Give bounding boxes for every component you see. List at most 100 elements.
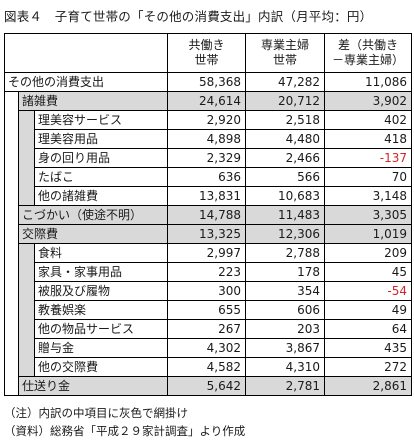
indent-cell: [18, 319, 35, 339]
table-row: 身の回り用品 2,329 2,466 -137: [4, 148, 413, 168]
value-dual-income: 2,329: [167, 148, 247, 168]
indent-cell: [18, 186, 35, 206]
value-dual-income: 58,368: [167, 72, 247, 92]
value-dual-income: 636: [167, 167, 247, 187]
row-label-category: こづかい（使途不明）: [17, 205, 169, 225]
value-housewife: 2,518: [245, 110, 326, 130]
indent-cell: [4, 262, 19, 282]
value-housewife: 4,310: [245, 357, 326, 377]
indent-cell: [18, 281, 35, 301]
indent-cell: [4, 186, 19, 206]
footnotes: （注）内訳の中項目に灰色で網掛け （資料）総務省「平成２９家計調査」より作成: [4, 404, 245, 440]
row-label-item: 他の諸雑費: [33, 186, 169, 206]
value-housewife: 203: [245, 319, 326, 339]
value-dual-income: 223: [167, 262, 247, 282]
table-header-row: 共働き 世帯 専業主婦 世帯 差（共働き －専業主婦）: [3, 33, 413, 73]
table-row: 他の交際費 4,582 4,310 272: [4, 357, 413, 377]
value-dual-income: 24,614: [167, 91, 247, 111]
value-difference: 3,148: [324, 186, 413, 206]
value-dual-income: 5,642: [167, 376, 247, 396]
table-row: 理美容用品 4,898 4,480 418: [4, 129, 413, 149]
value-difference: 11,086: [324, 72, 413, 92]
value-difference: 3,902: [324, 91, 413, 111]
indent-cell: [4, 281, 19, 301]
value-dual-income: 267: [167, 319, 247, 339]
value-dual-income: 2,920: [167, 110, 247, 130]
indent-cell: [4, 224, 19, 244]
row-label-category: 諸雑費: [17, 91, 169, 111]
table-row: 他の諸雑費 13,831 10,683 3,148: [4, 186, 413, 206]
value-difference: 402: [324, 110, 413, 130]
value-housewife: 566: [245, 167, 326, 187]
row-label-item: 理美容サービス: [33, 110, 169, 130]
row-label-category: 交際費: [17, 224, 169, 244]
indent-cell: [4, 357, 19, 377]
table-row: 理美容サービス 2,920 2,518 402: [4, 110, 413, 130]
value-dual-income: 14,788: [167, 205, 247, 225]
value-housewife: 11,483: [245, 205, 326, 225]
indent-cell: [18, 357, 35, 377]
value-difference: -137: [324, 148, 413, 168]
row-label-item: 食料: [33, 243, 169, 263]
row-label-item: 贈与金: [33, 338, 169, 358]
indent-cell: [4, 205, 19, 225]
value-dual-income: 13,325: [167, 224, 247, 244]
row-label-category: 仕送り金: [17, 376, 169, 396]
indent-cell: [18, 129, 35, 149]
value-difference: 1,019: [324, 224, 413, 244]
indent-cell: [4, 148, 19, 168]
table-row: 仕送り金 5,642 2,781 2,861: [4, 376, 413, 396]
value-difference: -54: [324, 281, 413, 301]
row-label-item: 家具・家事用品: [33, 262, 169, 282]
row-label: その他の消費支出: [3, 72, 169, 92]
indent-cell: [18, 338, 35, 358]
value-housewife: 47,282: [245, 72, 326, 92]
value-housewife: 354: [245, 281, 326, 301]
value-difference: 418: [324, 129, 413, 149]
value-dual-income: 4,302: [167, 338, 247, 358]
indent-cell: [4, 338, 19, 358]
value-dual-income: 4,898: [167, 129, 247, 149]
indent-cell: [18, 110, 35, 130]
value-housewife: 2,781: [245, 376, 326, 396]
indent-cell: [4, 91, 19, 111]
value-dual-income: 655: [167, 300, 247, 320]
indent-cell: [4, 376, 19, 396]
table-row: 他の物品サービス 267 203 64: [4, 319, 413, 339]
indent-cell: [18, 167, 35, 187]
value-housewife: 3,867: [245, 338, 326, 358]
table-row: たばこ 636 566 70: [4, 167, 413, 187]
row-label-item: 身の回り用品: [33, 148, 169, 168]
value-housewife: 20,712: [245, 91, 326, 111]
row-label-item: 他の物品サービス: [33, 319, 169, 339]
note-text: （注）内訳の中項目に灰色で網掛け: [4, 406, 188, 420]
indent-cell: [4, 167, 19, 187]
expenditure-table: 共働き 世帯 専業主婦 世帯 差（共働き －専業主婦） その他の消費支出 58,368 4…: [3, 33, 413, 396]
header-blank-cell: [3, 33, 169, 73]
table-row: 諸雑費 24,614 20,712 3,902: [4, 91, 413, 111]
value-dual-income: 4,582: [167, 357, 247, 377]
indent-cell: [18, 148, 35, 168]
value-housewife: 178: [245, 262, 326, 282]
table-row: 教養娯楽 655 606 49: [4, 300, 413, 320]
value-housewife: 12,306: [245, 224, 326, 244]
source-text: （資料）総務省「平成２９家計調査」より作成: [4, 424, 246, 438]
row-label-item: たばこ: [33, 167, 169, 187]
value-housewife: 10,683: [245, 186, 326, 206]
indent-cell: [4, 129, 19, 149]
row-label-item: 教養娯楽: [33, 300, 169, 320]
value-difference: 272: [324, 357, 413, 377]
header-difference: 差（共働き －専業主婦）: [324, 33, 413, 73]
indent-cell: [18, 300, 35, 320]
row-label-item: 理美容用品: [33, 129, 169, 149]
value-difference: 2,861: [324, 376, 413, 396]
table-row: 交際費 13,325 12,306 1,019: [4, 224, 413, 244]
value-dual-income: 13,831: [167, 186, 247, 206]
table-row: その他の消費支出 58,368 47,282 11,086: [3, 72, 413, 92]
indent-cell: [18, 262, 35, 282]
value-difference: 49: [324, 300, 413, 320]
figure-title: 図表４ 子育て世帯の「その他の消費支出」内訳（月平均：円）: [4, 9, 373, 24]
value-difference: 45: [324, 262, 413, 282]
indent-cell: [18, 243, 35, 263]
row-label-item: 被服及び履物: [33, 281, 169, 301]
